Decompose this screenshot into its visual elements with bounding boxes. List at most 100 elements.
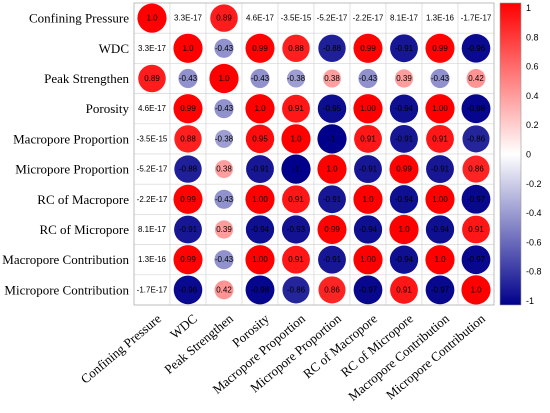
corr-circle-macropore-contribution--macropore-contribution — [425, 245, 455, 275]
colorbar-tick-label: 1 — [526, 3, 531, 13]
corr-circle-micropore-contribution--micropore-contribution — [461, 275, 491, 305]
corr-value-micropore-proportion--rc-of-macropore: -0.91 — [359, 165, 378, 174]
corr-circle-confining-pressure--peak-strengthen — [210, 4, 238, 32]
corr-value-wdc--rc-of-macropore: 0.99 — [360, 44, 376, 53]
correlation-circles — [137, 3, 491, 305]
corr-value-rc-of-micropore--macropore-contribution: -0.94 — [431, 225, 450, 234]
corr-circle-macropore-proportion--rc-of-micropore — [390, 124, 418, 153]
matrix-cell-confining-pressure--micropore-contribution — [457, 2, 495, 34]
corr-value-rc-of-micropore--micropore-contribution: 0.91 — [468, 225, 484, 234]
matrix-cell-confining-pressure--wdc — [169, 2, 207, 34]
colorbar-tick-label: -0.2 — [526, 179, 542, 189]
corr-circle-rc-of-micropore--micropore-proportion — [317, 214, 347, 245]
row-label-porosity: Porosity — [86, 101, 130, 116]
corr-circle-peak-strengthen--confining-pressure — [138, 64, 166, 93]
corr-circle-peak-strengthen--macropore-proportion — [287, 69, 305, 88]
corr-circle-rc-of-micropore--macropore-contribution — [425, 215, 455, 244]
corr-circle-micropore-proportion--micropore-proportion — [317, 154, 347, 184]
corr-value-micropore-contribution--micropore-contribution: 1.0 — [470, 285, 482, 294]
corr-value-peak-strengthen--micropore-contribution: 0.42 — [468, 74, 484, 83]
corr-circle-micropore-proportion--micropore-contribution — [462, 155, 490, 183]
corr-circle-porosity--macropore-contribution — [425, 94, 455, 124]
corr-value-micropore-proportion--confining-pressure: -5.2E-17 — [137, 165, 168, 174]
corr-circle-peak-strengthen--rc-of-macropore — [358, 68, 378, 89]
corr-circle-rc-of-macropore--rc-of-macropore — [353, 184, 383, 214]
corr-circle-micropore-contribution--macropore-contribution — [425, 275, 455, 305]
corr-value-porosity--micropore-contribution: -0.98 — [467, 104, 486, 113]
corr-circle-rc-of-micropore--micropore-contribution — [462, 215, 490, 244]
corr-value-porosity--porosity: 1.0 — [254, 104, 266, 113]
corr-circle-micropore-proportion--rc-of-micropore — [389, 154, 419, 184]
corr-circle-micropore-proportion--wdc — [174, 155, 202, 183]
corr-circle-rc-of-macropore--peak-strengthen — [214, 189, 234, 209]
corr-circle-rc-of-macropore--macropore-contribution — [425, 184, 455, 214]
colorbar-tick-label: 0.8 — [526, 32, 539, 42]
corr-circle-rc-of-micropore--macropore-proportion — [281, 215, 311, 244]
corr-value-confining-pressure--macropore-contribution: 1.3E-16 — [426, 14, 455, 23]
corr-circle-micropore-proportion--rc-of-macropore — [354, 155, 382, 184]
corr-circle-wdc--macropore-contribution — [425, 33, 455, 63]
corr-circle-macropore-proportion--micropore-contribution — [462, 125, 490, 153]
corr-circle-micropore-contribution--micropore-proportion — [318, 276, 346, 304]
corr-value-peak-strengthen--rc-of-micropore: 0.39 — [396, 74, 412, 83]
corr-value-micropore-proportion--macropore-proportion: -1 — [292, 165, 300, 174]
corr-circle-wdc--rc-of-macropore — [353, 33, 383, 63]
corr-circle-macropore-contribution--rc-of-macropore — [353, 245, 383, 275]
colorbar-tick-label: 0.2 — [526, 120, 539, 130]
corr-value-micropore-contribution--porosity: -0.98 — [251, 285, 270, 294]
corr-circle-porosity--micropore-proportion — [317, 94, 347, 123]
corr-value-porosity--macropore-proportion: 0.91 — [288, 104, 304, 113]
colorbar-tick-label: 0 — [526, 150, 531, 160]
corr-circle-micropore-proportion--macropore-contribution — [426, 155, 454, 184]
column-label-confining-pressure: Confining Pressure — [78, 311, 164, 387]
corr-value-rc-of-micropore--wdc: -0.91 — [179, 225, 198, 234]
corr-circle-rc-of-micropore--rc-of-micropore — [389, 214, 419, 245]
corr-value-macropore-contribution--rc-of-micropore: -0.94 — [395, 255, 414, 264]
corr-value-wdc--wdc: 1.0 — [182, 44, 194, 53]
corr-value-peak-strengthen--porosity: -0.43 — [251, 74, 270, 83]
corr-circle-macropore-proportion--wdc — [174, 125, 202, 153]
correlation-values: 1.0 3.3E-17 0.89 4.6E-17 -3.5E-15 -5.2E-17 -2.… — [137, 14, 492, 295]
corr-value-macropore-proportion--rc-of-macropore: 0.91 — [360, 134, 376, 143]
corr-circle-peak-strengthen--peak-strengthen — [209, 63, 239, 94]
corr-value-wdc--macropore-proportion: 0.88 — [288, 44, 304, 53]
corr-value-rc-of-micropore--rc-of-macropore: -0.94 — [359, 225, 378, 234]
corr-value-peak-strengthen--confining-pressure: 0.89 — [144, 74, 160, 83]
corr-value-micropore-contribution--peak-strengthen: 0.42 — [216, 285, 232, 294]
corr-value-macropore-contribution--porosity: 1.00 — [252, 255, 268, 264]
corr-circle-rc-of-macropore--micropore-contribution — [461, 184, 491, 214]
corr-circle-wdc--rc-of-micropore — [390, 34, 418, 63]
corr-value-micropore-proportion--rc-of-micropore: 0.99 — [396, 165, 412, 174]
corr-value-micropore-contribution--micropore-proportion: 0.86 — [324, 285, 340, 294]
corr-circle-peak-strengthen--rc-of-micropore — [394, 69, 414, 88]
corr-circle-macropore-contribution--micropore-proportion — [318, 245, 346, 274]
corr-value-micropore-proportion--micropore-proportion: 1.0 — [326, 165, 338, 174]
corr-circle-wdc--peak-strengthen — [214, 38, 234, 58]
corr-value-macropore-proportion--macropore-contribution: 0.91 — [432, 134, 448, 143]
corr-value-micropore-contribution--macropore-contribution: -0.97 — [431, 285, 450, 294]
corr-value-confining-pressure--micropore-proportion: -5.2E-17 — [317, 14, 348, 23]
corr-value-rc-of-macropore--micropore-contribution: -0.97 — [467, 195, 486, 204]
corr-value-micropore-proportion--wdc: -0.88 — [179, 165, 198, 174]
corr-circle-macropore-proportion--porosity — [245, 124, 275, 154]
corr-value-porosity--confining-pressure: 4.6E-17 — [138, 104, 167, 113]
corr-circle-porosity--rc-of-micropore — [389, 94, 419, 123]
corr-circle-micropore-proportion--porosity — [246, 155, 274, 184]
matrix-cell-micropore-contribution--confining-pressure — [133, 274, 171, 306]
colorbar-tick-label: -1 — [526, 296, 534, 306]
corr-circle-macropore-contribution--peak-strengthen — [214, 250, 234, 270]
corr-circle-porosity--porosity — [245, 94, 275, 124]
corr-value-porosity--micropore-proportion: -0.95 — [323, 104, 342, 113]
corr-value-rc-of-macropore--micropore-proportion: -0.91 — [323, 195, 342, 204]
corr-value-wdc--confining-pressure: 3.3E-17 — [138, 44, 167, 53]
corr-value-rc-of-micropore--peak-strengthen: 0.39 — [216, 225, 232, 234]
column-label-peak-strengthen: Peak Strengthen — [161, 310, 236, 376]
corr-value-macropore-proportion--confining-pressure: -3.5E-15 — [137, 134, 168, 143]
corr-circle-rc-of-micropore--rc-of-macropore — [353, 215, 383, 244]
matrix-cell-porosity--confining-pressure — [133, 93, 171, 125]
colorbar-tick-label: 0.4 — [526, 91, 539, 101]
corr-circle-micropore-contribution--porosity — [245, 275, 275, 305]
corr-circle-micropore-contribution--rc-of-micropore — [390, 275, 418, 304]
corr-value-micropore-proportion--peak-strengthen: 0.38 — [216, 165, 232, 174]
corr-circle-micropore-contribution--wdc — [173, 275, 203, 305]
